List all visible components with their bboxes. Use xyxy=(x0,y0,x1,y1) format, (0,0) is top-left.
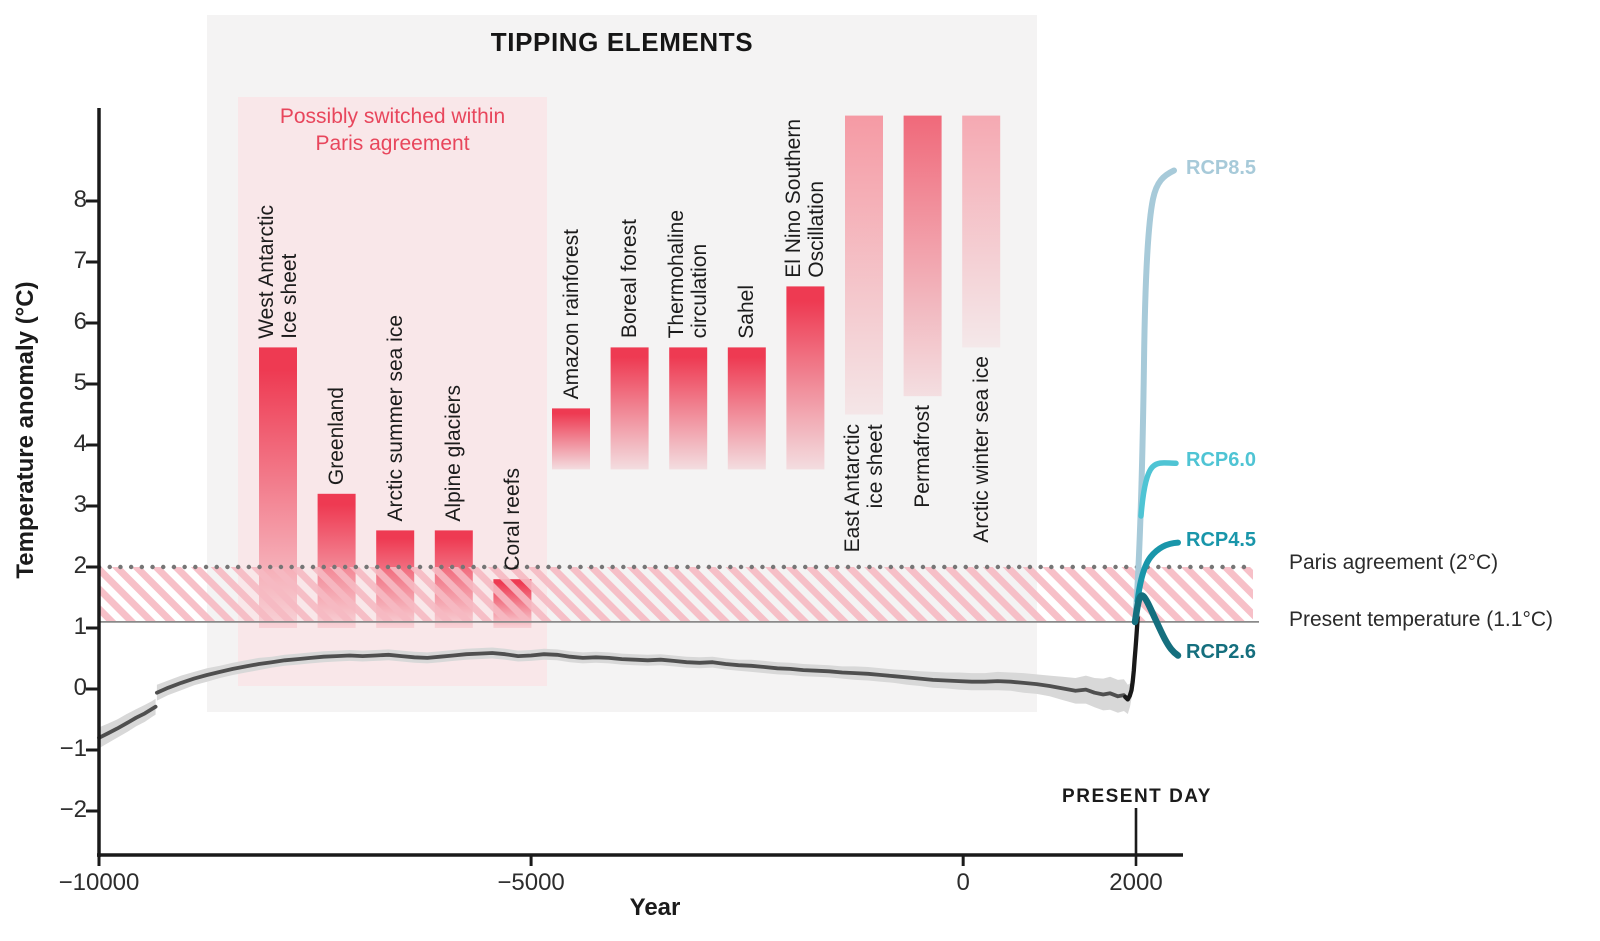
tipping-bar xyxy=(669,347,708,470)
tipping-bar-label: West Antarctic Ice sheet xyxy=(255,204,301,339)
tipping-bar xyxy=(962,115,1001,348)
present-day-label: PRESENT DAY xyxy=(1062,786,1212,807)
tipping-bar-label: Arctic summer sea ice xyxy=(383,314,407,522)
tipping-bar-label: Coral reefs xyxy=(500,467,524,571)
rcp-curve-rcp2.6 xyxy=(1131,592,1182,659)
x-tick-label: 2000 xyxy=(1109,869,1163,896)
rcp45-label: RCP4.5 xyxy=(1186,528,1257,551)
historical-temperature-line xyxy=(155,651,1130,702)
tipping-bar-label: Alpine glaciers xyxy=(442,384,466,522)
historical-temperature-line xyxy=(97,704,158,740)
tipping-bar-label: East Antarctic ice sheet xyxy=(841,423,887,552)
tipping-bar xyxy=(903,115,942,397)
tipping-bar-label: Sahel xyxy=(735,284,759,339)
x-tick-label: −5000 xyxy=(497,869,565,896)
rcp60-label: RCP6.0 xyxy=(1186,449,1257,472)
tipping-bar-label: Permafrost xyxy=(911,405,935,508)
rcp-curve-rcp8.5 xyxy=(1132,167,1177,624)
tipping-bar-label: Boreal forest xyxy=(618,219,642,339)
paris-zone-note: Possibly switched within Paris agreement xyxy=(279,105,506,155)
y-tick-label: 8 xyxy=(73,186,87,213)
tipping-bar xyxy=(786,286,825,470)
tipping-bar xyxy=(552,408,590,470)
y-tick-label: 6 xyxy=(73,308,87,335)
x-tick-label: −10000 xyxy=(58,869,140,896)
y-tick-label: 0 xyxy=(73,674,87,701)
y-tick-label: 7 xyxy=(73,247,87,274)
tipping-bar xyxy=(610,347,649,470)
y-tick-label: −2 xyxy=(59,796,87,823)
paris-agreement-label: Paris agreement (2°C) xyxy=(1289,551,1499,574)
tipping-bar-label: Arctic winter sea ice xyxy=(969,356,993,544)
rcp-curve-rcp4.5 xyxy=(1134,539,1181,604)
y-tick-label: 1 xyxy=(73,613,87,640)
recent-temperature-line xyxy=(1123,615,1140,702)
x-tick-label: 0 xyxy=(956,869,970,896)
rcp26-label: RCP2.6 xyxy=(1186,641,1257,664)
rcp-curve-rcp6.0 xyxy=(1138,460,1179,519)
paris-gap-hatch xyxy=(99,567,1253,622)
y-tick-label: 3 xyxy=(73,491,87,518)
tipping-bar-label: Amazon rainforest xyxy=(559,228,583,400)
tipping-bar xyxy=(845,115,883,415)
tipping-bar xyxy=(727,347,766,470)
tipping-bar-label: Greenland xyxy=(325,386,349,485)
tipping-bar-label: Thermohaline circulation xyxy=(665,210,712,339)
chart-title: TIPPING ELEMENTS xyxy=(490,27,754,57)
present-temperature-label: Present temperature (1.1°C) xyxy=(1289,607,1554,631)
tipping-bar-label: El Nino Southern Oscillation xyxy=(782,118,829,278)
y-tick-label: 5 xyxy=(73,369,87,396)
y-tick-label: 2 xyxy=(73,552,87,579)
y-tick-label: −1 xyxy=(59,735,87,762)
rcp85-label: RCP8.5 xyxy=(1186,156,1257,179)
x-axis-title: Year xyxy=(629,894,681,921)
y-tick-label: 4 xyxy=(73,430,87,457)
